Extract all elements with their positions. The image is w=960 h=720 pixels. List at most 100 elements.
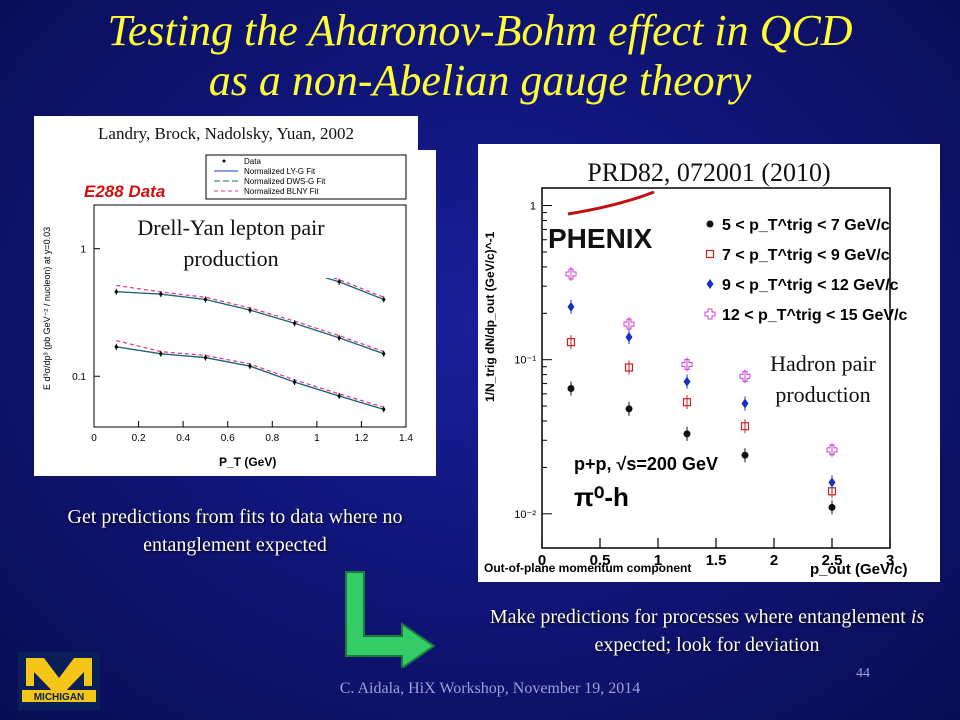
data-point — [623, 318, 635, 330]
data-point — [683, 376, 691, 387]
data-point — [826, 444, 838, 456]
drell-yan-label: Drell-Yan lepton pair production — [112, 212, 350, 278]
data-point — [114, 345, 118, 349]
legend-label: 5 < p_T^trig < 7 GeV/c — [722, 217, 890, 234]
down-right-arrow-icon — [345, 571, 436, 668]
trigger-legend: 5 < p_T^trig < 7 GeV/c 7 < p_T^trig < 9 G… — [704, 217, 908, 324]
x-tick-label: 1.4 — [399, 433, 413, 444]
legend-frame — [205, 154, 407, 200]
x-tick-label: 3 — [886, 552, 894, 569]
y-tick-label: 10⁻² — [514, 509, 536, 521]
x-tick-label: 0.5 — [590, 552, 611, 569]
legend-marker — [705, 249, 715, 259]
footer-text: C. Aidala, HiX Workshop, November 19, 20… — [339, 680, 641, 697]
data-point — [740, 422, 750, 431]
data-point — [828, 503, 836, 511]
data-point — [114, 290, 118, 294]
data-point — [683, 430, 691, 438]
y-axis-label: E d³σ/dp³ (pb GeV⁻² / nucleon) at y=0.03 — [42, 227, 52, 390]
plot-heading: E288 Data — [84, 182, 165, 201]
x-tick-label: 0.4 — [176, 433, 190, 444]
x-tick-label: 0 — [538, 552, 546, 569]
x-tick-label: 1.5 — [706, 552, 727, 569]
data-point — [159, 352, 163, 356]
data-point — [248, 308, 252, 312]
plot-axes: 0 0.5 1 1.5 2 2.5 3 1 10⁻¹ 10⁻² — [514, 201, 894, 569]
reference-label: PRD82, 072001 (2010) — [587, 158, 831, 187]
x-axis-label: p_out (GeV/c) — [810, 561, 908, 578]
citation-label: Landry, Brock, Nadolsky, Yuan, 2002 — [34, 116, 418, 150]
legend-label: 9 < p_T^trig < 12 GeV/c — [722, 277, 899, 294]
y-tick-label: 10⁻¹ — [514, 355, 536, 367]
plot-marks — [565, 266, 838, 515]
data-point — [625, 332, 633, 343]
x-axis-description: Out-of-plane momentum component — [484, 561, 691, 575]
data-point — [739, 370, 751, 382]
legend-label: Normalized LY-G Fit — [244, 167, 316, 176]
right-caption: Make predictions for processes where ent… — [468, 603, 946, 659]
experiment-name: PHENIX — [548, 223, 653, 254]
data-point — [292, 321, 297, 325]
left-caption: Get predictions from fits to data where … — [67, 506, 403, 556]
fit-curve — [116, 346, 384, 410]
legend-label: 7 < p_T^trig < 9 GeV/c — [722, 247, 890, 264]
hadron-pair-label: Hadron pair production — [757, 348, 889, 412]
data-point — [292, 380, 297, 384]
y-axis-label: 1/N_trig dN/dp_out (GeV/c)^-1 — [483, 231, 497, 402]
plot-frame — [93, 204, 407, 428]
legend-label: Data — [244, 157, 261, 166]
legend-marker — [706, 220, 714, 228]
data-point — [741, 398, 749, 409]
data-point — [337, 394, 341, 398]
legend-marker — [222, 159, 226, 163]
legend-label: Normalized DWS-G Fit — [244, 177, 326, 186]
y-tick-label: 1 — [530, 201, 536, 213]
logo-text: MICHIGAN — [34, 692, 85, 703]
x-tick-label: 1.2 — [354, 433, 368, 444]
data-point — [741, 451, 749, 459]
phenix-logo: PHENIX — [548, 190, 655, 254]
data-point — [337, 336, 341, 340]
data-point — [382, 407, 386, 411]
fit-curve — [116, 291, 384, 355]
x-tick-label: 1 — [314, 433, 320, 444]
data-point — [382, 352, 386, 356]
slide-title-line2: as a non-Abelian gauge theory — [208, 56, 752, 105]
slide-title: Testing the Aharonov-Bohm effect in QCD … — [0, 6, 960, 106]
legend-label: Normalized BLNY Fit — [244, 187, 319, 196]
data-point — [565, 268, 577, 280]
x-tick-label: 0.8 — [265, 433, 279, 444]
fit-curve — [116, 346, 384, 410]
data-point — [159, 292, 163, 296]
data-point — [567, 385, 575, 393]
x-axis-label: P_T (GeV) — [219, 455, 276, 469]
right-caption-emphasis: is — [910, 606, 925, 628]
x-tick-label: 2.5 — [822, 552, 843, 569]
x-tick-label: 0.6 — [221, 433, 235, 444]
data-point — [828, 477, 836, 488]
legend-marker — [704, 308, 716, 320]
legend-marker — [706, 279, 714, 289]
fit-curve — [116, 291, 384, 355]
y-tick-label: 0.1 — [72, 372, 86, 383]
data-point — [337, 280, 341, 284]
legend-label: 12 < p_T^trig < 15 GeV/c — [722, 307, 908, 324]
phenix-plot: 0 0.5 1 1.5 2 2.5 3 1 10⁻¹ 10⁻² PHENIX 5 < p_T^tr… — [483, 187, 908, 578]
page-number: 44 — [856, 666, 870, 681]
data-point — [382, 297, 386, 302]
x-tick-label: 2 — [770, 552, 778, 569]
data-point — [566, 338, 576, 347]
data-point — [567, 301, 575, 312]
michigan-logo-icon: MICHIGAN — [18, 652, 100, 710]
plot-axes: 0 0.2 0.4 0.6 0.8 1 1.2 1.4 1 0.1 — [72, 245, 413, 444]
system-label: p+p, √s=200 GeV — [574, 454, 718, 474]
x-tick-label: 1 — [654, 552, 662, 569]
data-point — [248, 364, 252, 368]
logo-swoosh-icon — [567, 190, 655, 216]
data-point — [624, 363, 634, 372]
right-caption-text-end: expected; look for deviation — [594, 634, 820, 656]
data-point — [682, 398, 692, 407]
data-point — [203, 355, 208, 360]
x-tick-label: 0 — [91, 433, 97, 444]
